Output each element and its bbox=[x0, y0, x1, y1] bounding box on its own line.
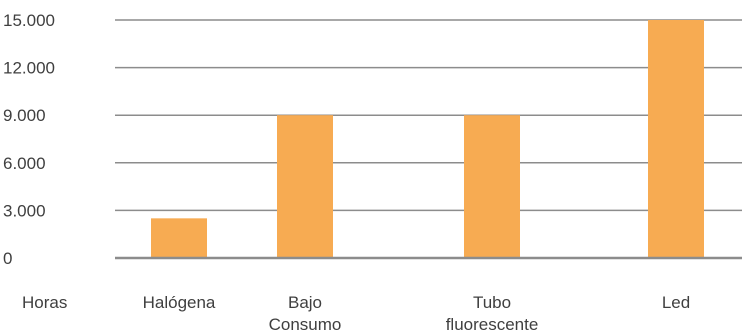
x-category-label-line: fluorescente bbox=[446, 315, 539, 334]
gridlines bbox=[115, 19, 742, 212]
y-tick-label: 12.000 bbox=[3, 59, 55, 78]
x-category-label-line: Consumo bbox=[269, 315, 342, 334]
x-category-label: Halógena bbox=[143, 293, 216, 312]
bar bbox=[648, 20, 704, 258]
x-category-label: Tubo fluorescente bbox=[446, 293, 539, 334]
x-category-label-line: Halógena bbox=[143, 293, 216, 312]
x-category-label-line: Tubo bbox=[473, 293, 511, 312]
y-tick-label: 6.000 bbox=[3, 154, 46, 173]
x-category-label-line: Led bbox=[662, 293, 690, 312]
bars bbox=[151, 20, 704, 258]
x-category-label: Led bbox=[662, 293, 690, 312]
x-axis-row-label: Horas bbox=[22, 293, 67, 312]
x-category-label-line: Bajo bbox=[288, 293, 322, 312]
bar bbox=[151, 218, 207, 258]
y-tick-label: 15.000 bbox=[3, 11, 55, 30]
x-axis-category-labels: Halógena Bajo Consumo Tubo fluorescente Led bbox=[143, 293, 691, 334]
y-tick-label: 0 bbox=[3, 249, 12, 268]
y-axis-tick-labels: 0 3.000 6.000 9.000 12.000 15.000 bbox=[3, 11, 55, 268]
y-tick-label: 3.000 bbox=[3, 201, 46, 220]
y-tick-label: 9.000 bbox=[3, 106, 46, 125]
x-category-label: Bajo Consumo bbox=[269, 293, 342, 334]
bar bbox=[277, 115, 333, 258]
bar bbox=[464, 115, 520, 258]
